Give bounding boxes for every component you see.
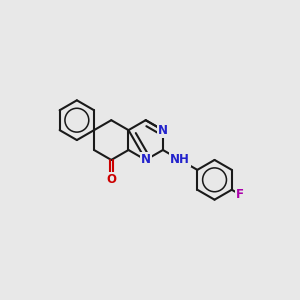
Text: O: O: [106, 173, 116, 186]
Text: NH: NH: [170, 153, 190, 167]
Text: F: F: [236, 188, 244, 201]
Text: N: N: [158, 124, 168, 136]
Text: N: N: [141, 153, 151, 167]
